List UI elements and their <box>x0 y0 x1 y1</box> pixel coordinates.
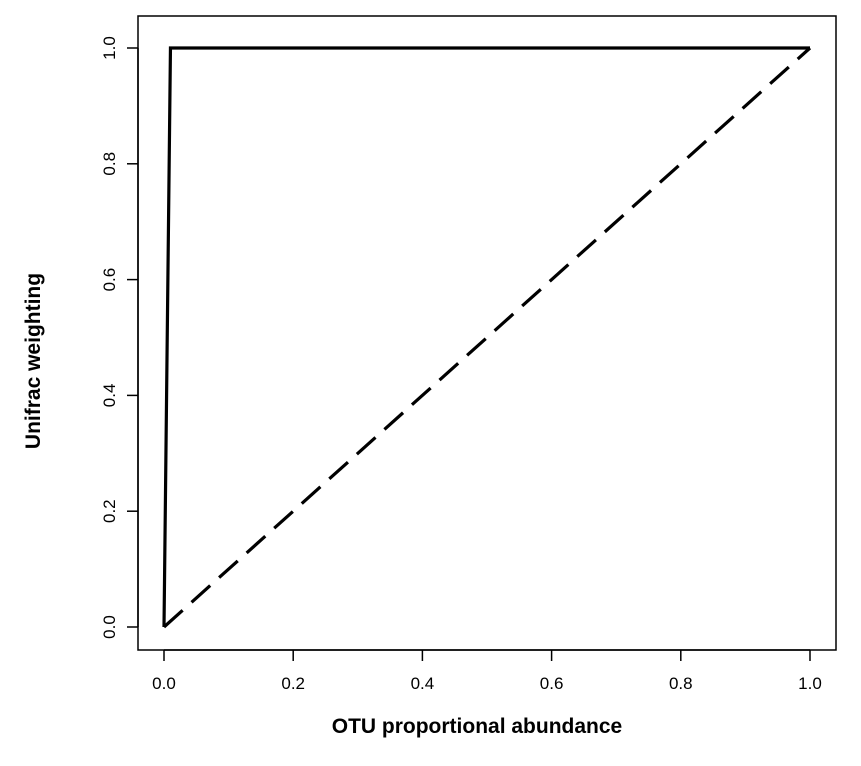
y-tick-label: 0.6 <box>100 268 119 292</box>
series-layer <box>162 46 812 629</box>
x-axis-title: OTU proportional abundance <box>332 715 623 738</box>
x-tick-label: 0.8 <box>669 674 693 693</box>
series-line-dashed <box>162 46 812 629</box>
y-tick-label: 0.0 <box>100 615 119 639</box>
plot-frame <box>137 15 837 651</box>
x-tick-label: 1.0 <box>798 674 822 693</box>
y-axis: 0.0 0.2 0.4 0.6 0.8 1.0 <box>100 36 139 639</box>
y-tick-label: 0.4 <box>100 384 119 408</box>
x-tick-label: 0.6 <box>540 674 564 693</box>
series-line-solid <box>162 46 810 628</box>
y-tick-label: 0.2 <box>100 499 119 523</box>
y-tick-label: 1.0 <box>100 36 119 60</box>
x-axis: 0.0 0.2 0.4 0.6 0.8 1.0 <box>152 649 822 693</box>
y-axis-title: Unifrac weighting <box>22 273 45 449</box>
x-tick-label: 0.0 <box>152 674 176 693</box>
x-tick-label: 0.2 <box>281 674 305 693</box>
x-tick-label: 0.4 <box>411 674 435 693</box>
y-tick-label: 0.8 <box>100 152 119 176</box>
